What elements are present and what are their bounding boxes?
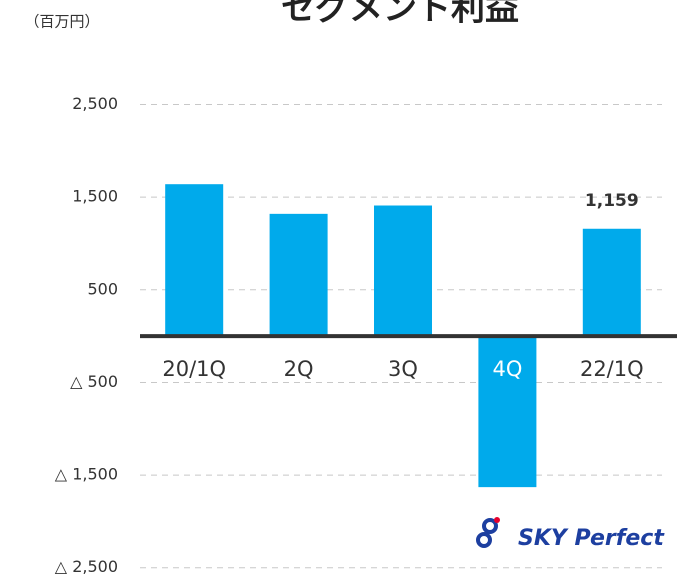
y-tick-label: 1,500: [72, 187, 118, 206]
x-tick-label: 4Q: [492, 357, 522, 381]
y-tick-label: △ 2,500: [55, 557, 118, 576]
x-tick-label: 3Q: [388, 357, 418, 381]
x-tick-label: 2Q: [284, 357, 314, 381]
x-tick-label: 22/1Q: [580, 357, 644, 381]
unit-label: （百万円）: [24, 13, 99, 31]
y-tick-label: 2,500: [72, 94, 118, 113]
logo-icon: [476, 532, 492, 548]
chart-title: セグメント利益: [281, 0, 519, 29]
y-tick-label: △ 1,500: [55, 465, 118, 484]
logo-icon: [494, 517, 500, 523]
bar: [478, 336, 537, 488]
logo-text: SKY Perfect: [518, 526, 665, 551]
y-tick-label: 500: [87, 279, 118, 298]
logo: SKY Perfect: [476, 517, 665, 551]
data-label: 1,159: [585, 191, 639, 211]
bar: [374, 205, 432, 337]
logo-icon: [482, 518, 498, 534]
x-tick-label: 20/1Q: [162, 357, 226, 381]
y-tick-label: △ 500: [70, 372, 118, 391]
bar: [582, 228, 641, 337]
bar: [165, 184, 224, 337]
bar: [269, 213, 328, 337]
